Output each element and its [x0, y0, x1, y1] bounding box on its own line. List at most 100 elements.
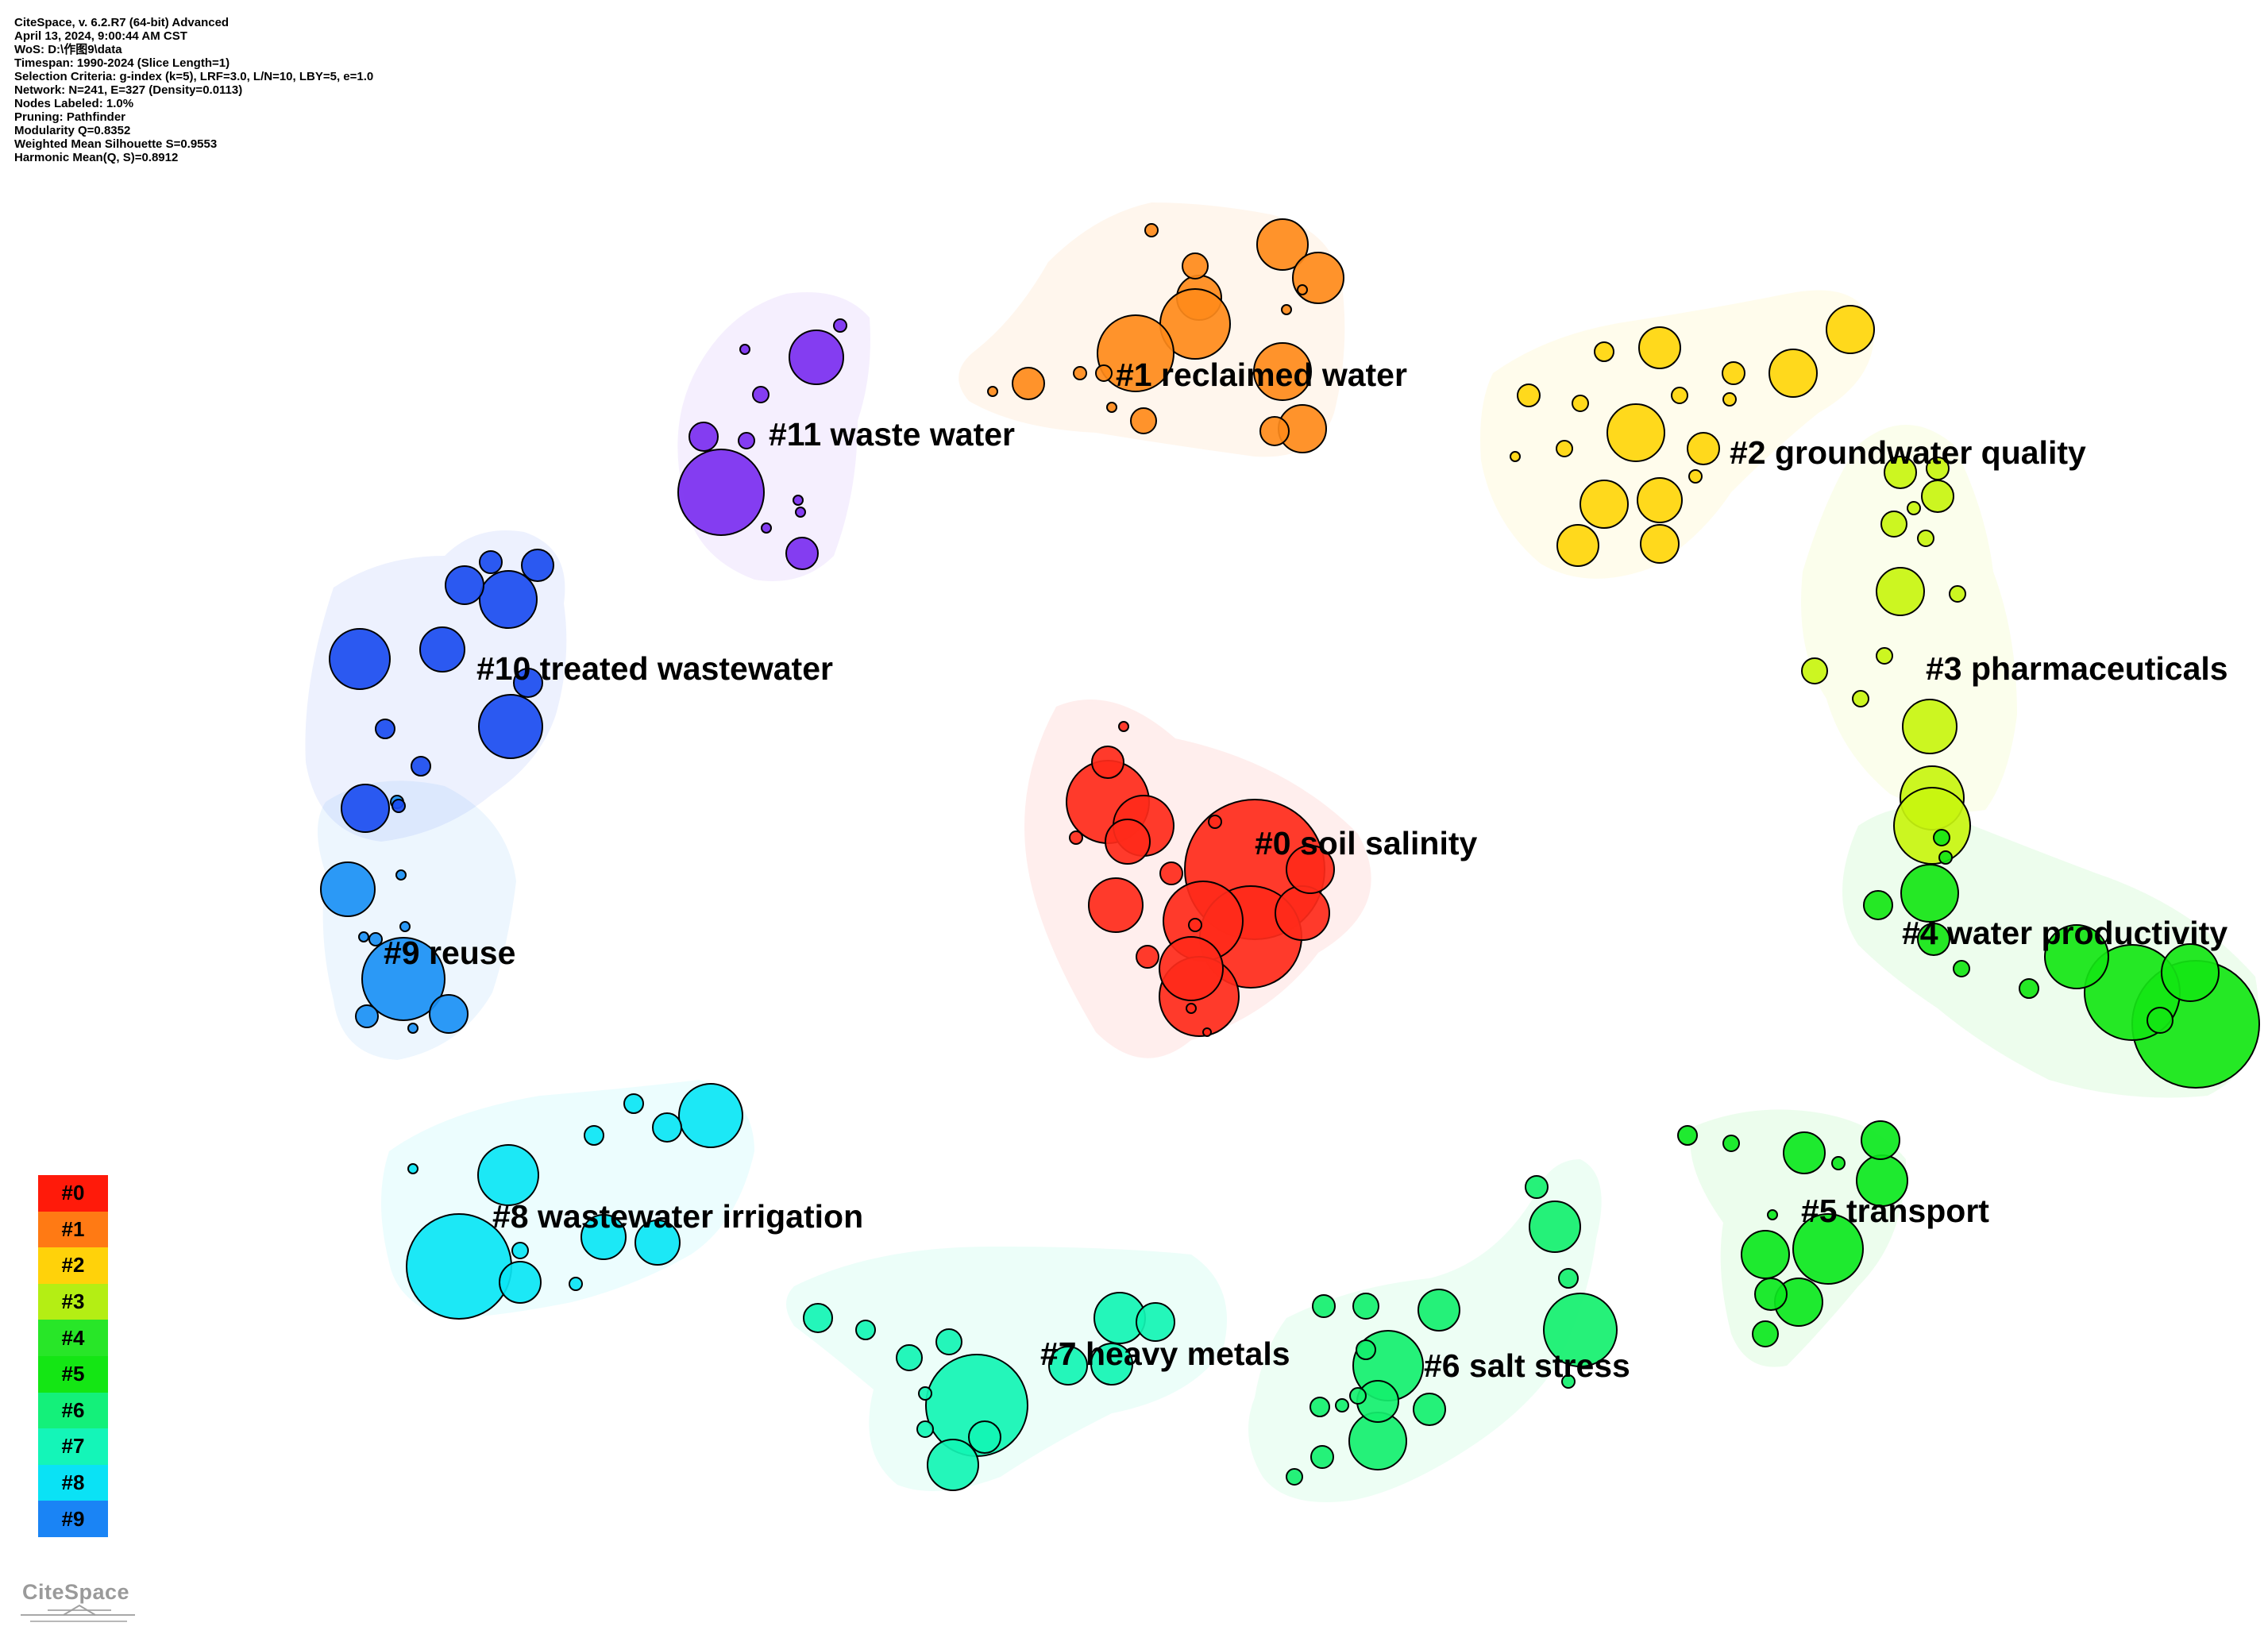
- cluster-node: [407, 1023, 418, 1034]
- cluster-node: [803, 1303, 833, 1333]
- cluster-node: [511, 1242, 529, 1259]
- cluster-node: [1556, 440, 1573, 457]
- cluster-node: [927, 1439, 979, 1491]
- cluster-node: [738, 432, 755, 449]
- cluster-node: [789, 330, 844, 385]
- cluster-node: [1722, 361, 1745, 385]
- cluster-node: [1900, 864, 1959, 923]
- cluster-node: [2161, 943, 2220, 1002]
- cluster-nodes: [320, 218, 2260, 1491]
- cluster-node: [1349, 1387, 1367, 1405]
- cluster-node: [375, 719, 395, 739]
- cluster-node: [739, 344, 750, 355]
- cluster-node: [1558, 1268, 1579, 1289]
- legend-item: #9: [38, 1501, 108, 1537]
- cluster-node: [2044, 924, 2109, 989]
- info-line: Harmonic Mean(Q, S)=0.8912: [14, 151, 179, 164]
- cluster-label: #2 groundwater quality: [1730, 434, 2086, 471]
- cluster-node: [1543, 1293, 1618, 1367]
- cluster-node: [678, 1083, 743, 1148]
- cluster-node: [361, 937, 446, 1021]
- cluster-node: [1741, 1230, 1790, 1279]
- cluster-node: [1090, 1343, 1133, 1386]
- cluster-node: [1352, 1293, 1379, 1320]
- network-info-panel: CiteSpace, v. 6.2.R7 (64-bit) Advanced Ap…: [14, 16, 373, 164]
- cluster-node: [399, 921, 411, 932]
- cluster-node: [1907, 501, 1921, 515]
- cluster-node: [355, 1004, 379, 1028]
- cluster-node: [419, 626, 465, 673]
- cluster-node: [916, 1420, 934, 1438]
- info-line: WoS: D:\作图9\data: [14, 43, 122, 56]
- cluster-node: [1253, 342, 1312, 401]
- cluster-node: [623, 1093, 644, 1114]
- cluster-node: [1722, 392, 1737, 407]
- cluster-node: [1048, 1346, 1088, 1386]
- cluster-node: [1863, 890, 1893, 920]
- cluster-node: [1118, 721, 1129, 732]
- legend-item: #8: [38, 1464, 108, 1501]
- cluster-node: [1186, 1003, 1197, 1014]
- cluster-node: [1949, 585, 1966, 603]
- cluster-node: [1606, 403, 1665, 462]
- cluster-node: [1917, 530, 1934, 547]
- cluster-node: [1097, 314, 1174, 392]
- cluster-node: [1418, 1289, 1460, 1332]
- logo-mark-icon: [21, 1604, 135, 1622]
- cluster-node: [1292, 252, 1344, 304]
- cluster-node: [1792, 1213, 1864, 1285]
- info-line: Pruning: Pathfinder: [14, 110, 125, 124]
- cluster-label: #3 pharmaceuticals: [1926, 650, 2228, 687]
- cluster-node: [1831, 1156, 1846, 1170]
- cluster-node: [785, 537, 819, 570]
- cluster-node: [479, 550, 503, 574]
- cluster-node: [1073, 366, 1087, 380]
- cluster-color-legend: #0 #1 #2 #3 #4 #5 #6 #7 #8 #9: [38, 1175, 108, 1537]
- cluster-node: [1594, 341, 1614, 362]
- cluster-node: [1144, 223, 1159, 237]
- cluster-node: [513, 668, 543, 698]
- cluster-node: [1202, 1027, 1212, 1037]
- cluster-hull: [1248, 1159, 1602, 1502]
- legend-item: #4: [38, 1320, 108, 1356]
- cluster-node: [855, 1320, 876, 1340]
- cluster-node: [445, 565, 484, 605]
- cluster-label: #5 transport: [1801, 1193, 1989, 1229]
- cluster-node: [1159, 861, 1183, 885]
- cluster-node: [1917, 923, 1950, 956]
- cluster-node: [1876, 647, 1893, 665]
- legend-item: #7: [38, 1428, 108, 1465]
- cluster-node: [521, 549, 554, 582]
- cluster-node: [1876, 567, 1925, 616]
- cluster-node: [1275, 885, 1330, 941]
- cluster-node: [1826, 305, 1875, 354]
- cluster-node: [1091, 746, 1124, 779]
- cluster-node: [1256, 218, 1309, 271]
- cluster-node: [1281, 304, 1292, 315]
- legend-item: #6: [38, 1392, 108, 1429]
- cluster-label: #6 salt stress: [1424, 1347, 1630, 1384]
- cluster-node: [1088, 877, 1144, 933]
- cluster-node: [569, 1277, 583, 1291]
- cluster-node: [1208, 815, 1222, 829]
- cluster-label: #10 treated wastewater: [476, 650, 833, 687]
- cluster-node: [1012, 367, 1045, 400]
- cluster-node: [1688, 469, 1703, 484]
- cluster-node: [1136, 945, 1159, 969]
- cluster-node: [499, 1261, 542, 1304]
- cluster-node: [2146, 1007, 2174, 1034]
- cluster-node: [1884, 456, 1917, 489]
- cluster-node: [1182, 252, 1209, 279]
- cluster-node: [329, 628, 391, 690]
- cluster-node: [1637, 477, 1683, 523]
- cluster-node: [968, 1420, 1001, 1454]
- cluster-node: [1921, 480, 1954, 513]
- cluster-node: [1580, 480, 1629, 529]
- cluster-node: [395, 869, 407, 881]
- info-line: Timespan: 1990-2024 (Slice Length=1): [14, 56, 230, 70]
- cluster-node: [584, 1125, 604, 1146]
- cluster-node: [1188, 918, 1202, 932]
- cluster-hull: [1801, 425, 2017, 812]
- cluster-node: [1297, 284, 1308, 295]
